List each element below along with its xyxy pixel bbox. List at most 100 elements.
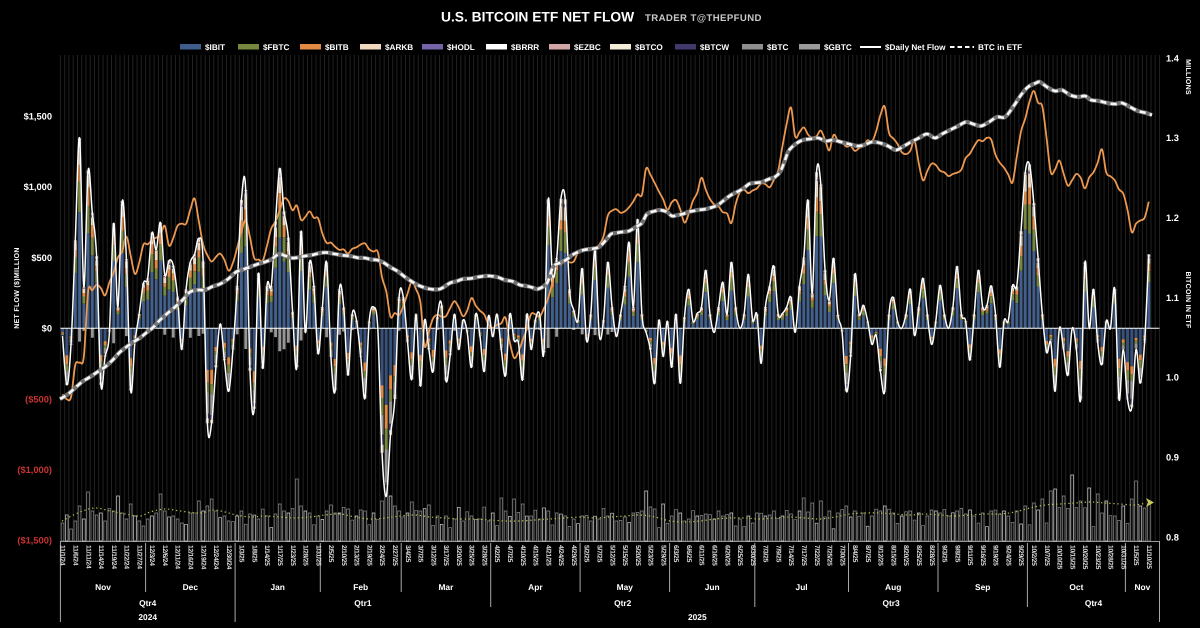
svg-text:Feb: Feb xyxy=(353,582,368,592)
svg-text:6/20/25: 6/20/25 xyxy=(723,545,730,566)
svg-text:8/4/25: 8/4/25 xyxy=(851,545,858,563)
svg-text:10/23/25: 10/23/25 xyxy=(1094,545,1101,570)
svg-text:$Daily Net Flow: $Daily Net Flow xyxy=(885,43,946,52)
svg-text:8/20/25: 8/20/25 xyxy=(902,545,909,566)
svg-text:Aug: Aug xyxy=(885,582,901,592)
svg-text:$1,000: $1,000 xyxy=(24,182,52,192)
svg-text:7/30/25: 7/30/25 xyxy=(838,545,845,566)
svg-text:7/9/25: 7/9/25 xyxy=(774,545,781,563)
svg-text:11/22/24: 11/22/24 xyxy=(123,545,130,569)
svg-text:3/7/25: 3/7/25 xyxy=(417,545,424,563)
svg-text:8/15/25: 8/15/25 xyxy=(889,545,896,566)
svg-text:Jul: Jul xyxy=(796,582,808,592)
svg-text:6/3/25: 6/3/25 xyxy=(672,545,679,563)
svg-text:$EZBC: $EZBC xyxy=(574,43,601,52)
svg-text:2025: 2025 xyxy=(688,612,707,622)
svg-text:1.1: 1.1 xyxy=(1166,293,1179,303)
svg-text:Oct: Oct xyxy=(1069,582,1083,592)
svg-text:9/3/25: 9/3/25 xyxy=(941,545,948,563)
svg-text:7/3/25: 7/3/25 xyxy=(762,545,769,563)
svg-text:7/22/25: 7/22/25 xyxy=(813,545,820,566)
svg-text:7/17/25: 7/17/25 xyxy=(800,545,807,566)
svg-text:4/29/25: 4/29/25 xyxy=(570,545,577,566)
svg-text:5/12/25: 5/12/25 xyxy=(608,545,615,566)
svg-text:4/7/25: 4/7/25 xyxy=(506,545,513,563)
svg-text:4/2/25: 4/2/25 xyxy=(493,545,500,563)
svg-text:$HODL: $HODL xyxy=(447,43,475,52)
svg-text:$1,500: $1,500 xyxy=(24,112,52,122)
svg-text:2/5/25: 2/5/25 xyxy=(327,545,334,563)
svg-text:1/14/25: 1/14/25 xyxy=(263,545,270,566)
svg-text:BITCOIN IN ETF: BITCOIN IN ETF xyxy=(1184,271,1191,329)
svg-text:$FBTC: $FBTC xyxy=(263,43,289,52)
svg-text:2/19/25: 2/19/25 xyxy=(365,545,372,566)
svg-text:Sep: Sep xyxy=(975,582,990,592)
svg-text:8/12/25: 8/12/25 xyxy=(877,545,884,566)
svg-text:6/11/25: 6/11/25 xyxy=(698,545,705,566)
svg-text:$BTC: $BTC xyxy=(767,43,788,52)
svg-text:Jun: Jun xyxy=(705,582,720,592)
svg-text:$ARKB: $ARKB xyxy=(385,43,413,52)
svg-text:10/15/25: 10/15/25 xyxy=(1068,545,1075,570)
svg-text:11/19/24: 11/19/24 xyxy=(110,545,117,569)
svg-text:$BRRR: $BRRR xyxy=(511,43,539,52)
svg-text:7/14/25: 7/14/25 xyxy=(787,545,794,566)
svg-text:12/19/24: 12/19/24 xyxy=(199,545,206,570)
svg-text:4/15/25: 4/15/25 xyxy=(532,545,539,566)
svg-text:Apr: Apr xyxy=(528,582,543,592)
svg-text:Qtr2: Qtr2 xyxy=(614,598,632,608)
svg-text:12/6/24: 12/6/24 xyxy=(161,545,168,566)
svg-text:11/5/25: 11/5/25 xyxy=(1132,545,1139,566)
svg-text:2/10/25: 2/10/25 xyxy=(340,545,347,566)
svg-text:10/2/25: 10/2/25 xyxy=(1030,545,1037,566)
svg-text:$500: $500 xyxy=(31,253,52,263)
svg-text:$BTCW: $BTCW xyxy=(700,43,729,52)
svg-text:5/2/25: 5/2/25 xyxy=(583,545,590,563)
svg-text:NET FLOW ($)MILLION: NET FLOW ($)MILLION xyxy=(13,247,21,329)
svg-text:2/27/25: 2/27/25 xyxy=(391,545,398,566)
svg-text:3/20/25: 3/20/25 xyxy=(455,545,462,566)
svg-text:8/7/25: 8/7/25 xyxy=(864,545,871,563)
svg-text:11/11/24: 11/11/24 xyxy=(84,545,91,569)
svg-text:0.9: 0.9 xyxy=(1166,452,1179,462)
svg-text:11/10/25: 11/10/25 xyxy=(1145,545,1152,569)
svg-text:12/11/24: 12/11/24 xyxy=(174,545,181,569)
svg-text:4/10/25: 4/10/25 xyxy=(519,545,526,566)
svg-text:$BITB: $BITB xyxy=(325,43,349,52)
svg-text:BTC in ETF: BTC in ETF xyxy=(978,43,1022,52)
svg-text:4/21/25: 4/21/25 xyxy=(544,545,551,566)
svg-text:9/19/25: 9/19/25 xyxy=(992,545,999,566)
svg-text:4/24/25: 4/24/25 xyxy=(557,545,564,566)
svg-text:($1,000): ($1,000) xyxy=(17,465,52,475)
svg-text:3/28/25: 3/28/25 xyxy=(481,545,488,566)
svg-text:Qtr1: Qtr1 xyxy=(354,598,372,608)
svg-text:3/17/25: 3/17/25 xyxy=(442,545,449,566)
svg-text:($500): ($500) xyxy=(25,394,52,404)
svg-text:10/31/25: 10/31/25 xyxy=(1120,545,1127,570)
svg-text:5/20/25: 5/20/25 xyxy=(634,545,641,566)
svg-text:9/24/25: 9/24/25 xyxy=(1004,545,1011,566)
svg-text:TRADER T@THEPFUND: TRADER T@THEPFUND xyxy=(645,13,762,24)
svg-text:Qtr3: Qtr3 xyxy=(882,598,900,608)
svg-text:Nov: Nov xyxy=(1134,582,1150,592)
svg-text:5/15/25: 5/15/25 xyxy=(621,545,628,566)
svg-text:6/25/25: 6/25/25 xyxy=(736,545,743,566)
svg-text:9/16/25: 9/16/25 xyxy=(979,545,986,566)
svg-text:5/23/25: 5/23/25 xyxy=(647,545,654,566)
svg-text:6/30/25: 6/30/25 xyxy=(749,545,756,566)
svg-text:1/17/25: 1/17/25 xyxy=(276,545,283,566)
svg-text:May: May xyxy=(617,582,634,592)
svg-text:12/30/24: 12/30/24 xyxy=(225,545,232,570)
svg-text:10/10/25: 10/10/25 xyxy=(1056,545,1063,570)
svg-text:1/31/25: 1/31/25 xyxy=(314,545,321,566)
svg-text:9/8/25: 9/8/25 xyxy=(953,545,960,563)
svg-text:1.0: 1.0 xyxy=(1166,373,1179,383)
svg-text:$0: $0 xyxy=(42,324,52,334)
svg-text:1/23/25: 1/23/25 xyxy=(289,545,296,566)
svg-text:Dec: Dec xyxy=(183,582,199,592)
svg-text:2024: 2024 xyxy=(138,612,157,622)
svg-text:5/7/25: 5/7/25 xyxy=(596,545,603,563)
svg-text:3/25/25: 3/25/25 xyxy=(468,545,475,566)
svg-text:10/20/25: 10/20/25 xyxy=(1081,545,1088,570)
svg-text:1.4: 1.4 xyxy=(1166,53,1180,63)
